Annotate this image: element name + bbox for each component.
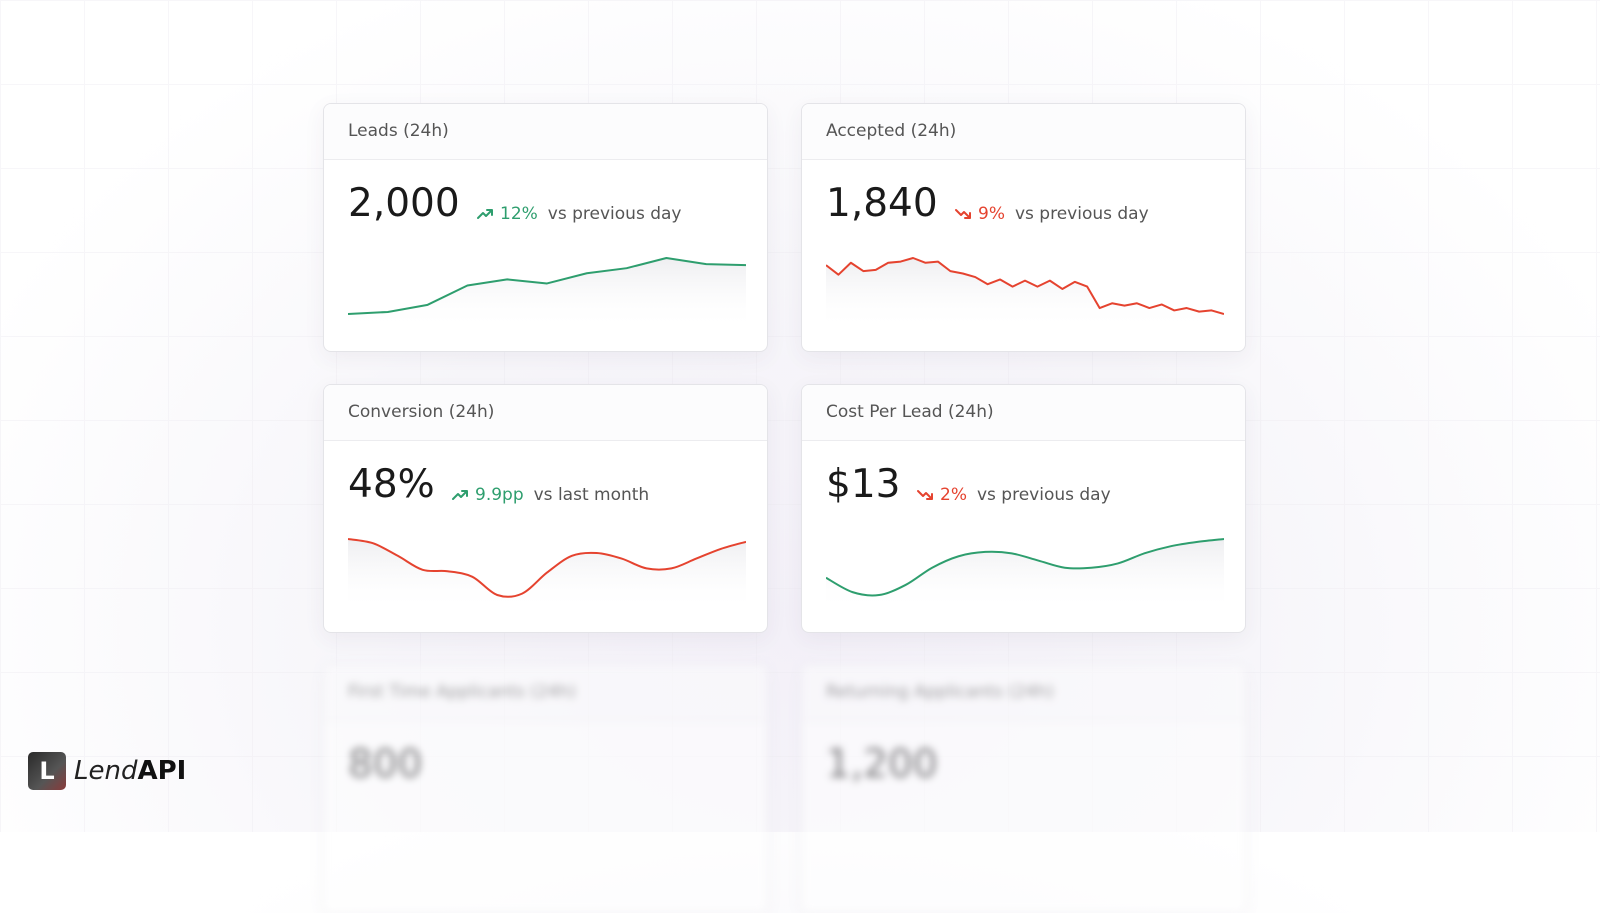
- sparkline-line: [348, 538, 746, 598]
- kpi-value: 48%: [348, 462, 435, 507]
- sparkline-line: [826, 538, 1224, 597]
- sparkline: [348, 257, 746, 330]
- sparkline-area: [826, 258, 1224, 330]
- sparkline: [826, 257, 1224, 330]
- sparkline-line: [826, 257, 1224, 315]
- card-title: Conversion (24h): [324, 385, 767, 441]
- comparison: vs previous day: [976, 485, 1111, 505]
- card-title: Returning Applicants (24h): [802, 665, 1245, 721]
- kpi-value: 1,840: [826, 181, 938, 226]
- logo-suffix: API: [137, 756, 187, 786]
- sparkline-area: [348, 258, 746, 330]
- change-value: 12%: [500, 204, 538, 224]
- sparkline-line: [348, 257, 746, 315]
- kpi-value: 800: [348, 742, 423, 787]
- trend-arrow: [917, 490, 933, 500]
- kpi-card: Conversion (24h) 48% 9.9pp vs last month: [323, 384, 768, 633]
- logo-mark: L: [28, 752, 66, 790]
- logo-name: Lend: [74, 756, 138, 786]
- card-title: First Time Applicants (24h): [324, 665, 767, 721]
- card-title: Leads (24h): [324, 104, 767, 160]
- change-value: 9%: [978, 204, 1005, 224]
- comparison: vs previous day: [547, 204, 682, 224]
- kpi-change: 9% vs previous day: [954, 204, 1149, 224]
- kpi-change: 12% vs previous day: [476, 204, 681, 224]
- kpi-value: 1,200: [826, 742, 938, 787]
- sparkline: [826, 538, 1224, 611]
- logo: L Lend API: [28, 752, 186, 790]
- kpi-card: Accepted (24h) 1,840 9% vs previous day: [801, 103, 1246, 352]
- sparkline-area: [348, 539, 746, 611]
- sparkline: [348, 538, 746, 611]
- kpi-card: Returning Applicants (24h) 1,200: [801, 664, 1246, 913]
- kpi-card: Leads (24h) 2,000 12% vs previous day: [323, 103, 768, 352]
- sparkline-area: [826, 539, 1224, 611]
- kpi-value: $13: [826, 462, 901, 507]
- card-title: Cost Per Lead (24h): [802, 385, 1245, 441]
- comparison: vs last month: [533, 485, 650, 505]
- card-title: Accepted (24h): [802, 104, 1245, 160]
- kpi-card: Cost Per Lead (24h) $13 2% vs previous day: [801, 384, 1246, 633]
- kpi-card: First Time Applicants (24h) 800: [323, 664, 768, 913]
- change-value: 9.9pp: [475, 485, 524, 505]
- kpi-change: 2% vs previous day: [916, 485, 1111, 505]
- background-grid: [0, 0, 1600, 832]
- kpi-change: 9.9pp vs last month: [451, 485, 649, 505]
- kpi-value: 2,000: [348, 181, 460, 226]
- arrow-icon: [477, 209, 493, 219]
- arrow-icon: [917, 490, 933, 500]
- trend-arrow: [955, 209, 971, 219]
- comparison: vs previous day: [1014, 204, 1149, 224]
- trend-arrow: [452, 490, 468, 500]
- trend-arrow: [477, 209, 493, 219]
- arrow-icon: [452, 490, 468, 500]
- change-value: 2%: [940, 485, 967, 505]
- arrow-icon: [955, 209, 971, 219]
